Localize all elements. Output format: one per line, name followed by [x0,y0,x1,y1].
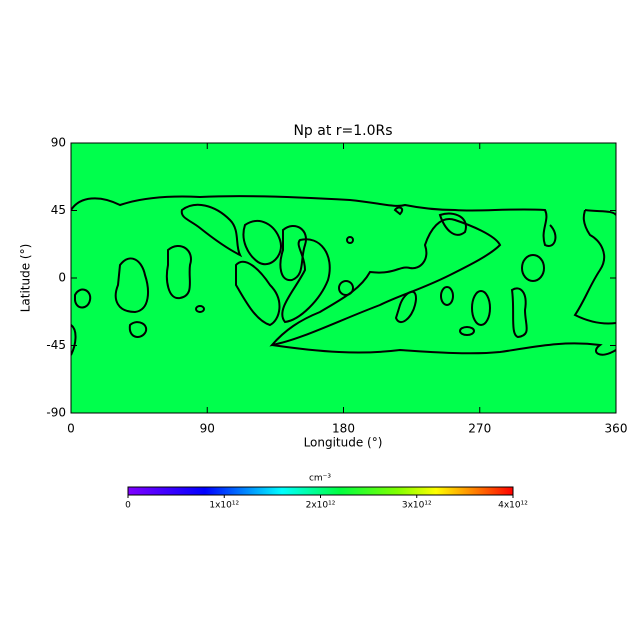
y-axis-label: Latitude (°) [19,244,33,313]
map-fill [71,143,616,413]
colorbar-tick-label: 2x10¹² [306,501,336,511]
colorbar [127,486,514,496]
y-tick-label: -90 [46,406,66,420]
y-tick-label: 90 [51,136,66,150]
x-tick-label: 270 [468,422,491,436]
x-tick-label: 90 [200,422,215,436]
x-tick-label: 180 [332,422,355,436]
x-tick-label: 0 [67,422,75,436]
colorbar-label: cm⁻³ [309,474,331,484]
contours [71,195,616,356]
y-tick-label: 45 [51,203,66,217]
chart-title: Np at r=1.0Rs [293,123,392,139]
colorbar-tick-label: 4x10¹² [498,501,528,511]
colorbar-tick-label: 0 [125,501,131,511]
y-tick-label: 0 [58,271,66,285]
colorbar-tick-label: 3x10¹² [402,501,432,511]
colorbar-tick-label: 1x10¹² [209,501,239,511]
x-tick-label: 360 [605,422,628,436]
x-axis-label: Longitude (°) [304,436,383,450]
y-tick-label: -45 [46,338,66,352]
